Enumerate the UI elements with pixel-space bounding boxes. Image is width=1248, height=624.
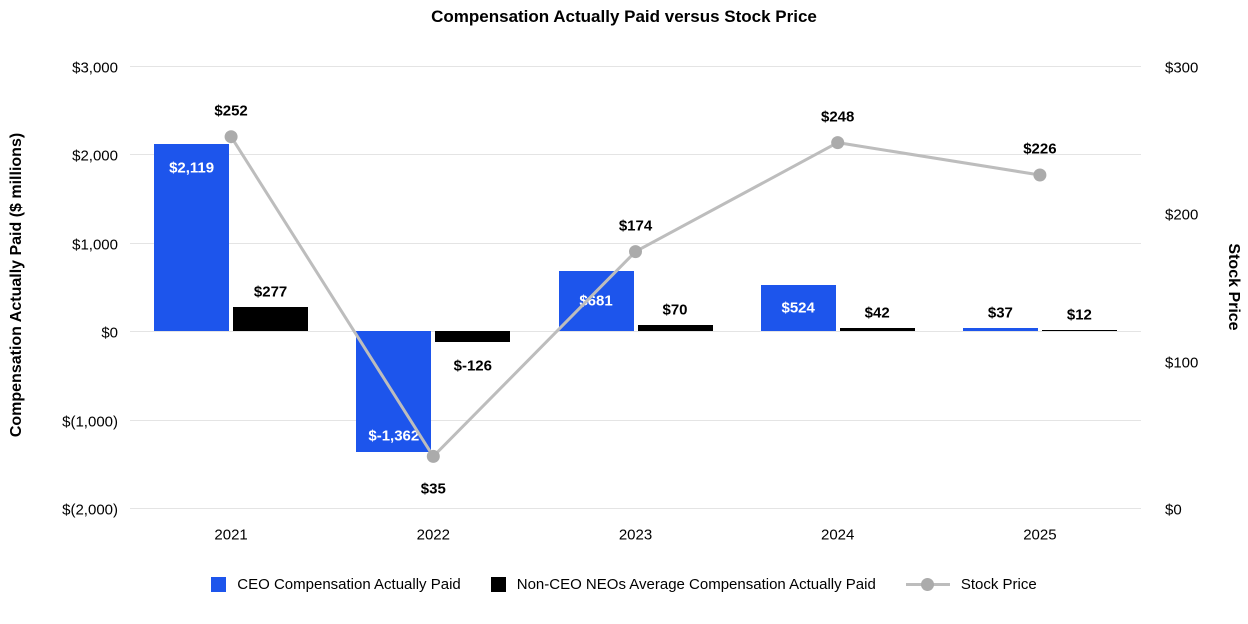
legend-label: Stock Price [960, 576, 1037, 593]
left-axis-title: Compensation Actually Paid ($ millions) [8, 132, 25, 438]
legend-swatch-nonceo [490, 577, 506, 592]
x-axis-label-2023: 2023 [618, 526, 653, 544]
gridline [130, 508, 1141, 509]
bar-value-label: $70 [662, 301, 688, 319]
stock-price-label: $226 [1023, 140, 1057, 158]
legend-item-ceo: CEO Compensation Actually Paid [211, 576, 461, 593]
legend-line-point [920, 578, 934, 591]
legend-item-stock-price: Stock Price [905, 576, 1037, 593]
right-axis-tick-label: $0 [1165, 501, 1182, 519]
stock-price-label: $35 [420, 480, 446, 498]
x-axis-label-2025: 2025 [1023, 526, 1057, 544]
left-axis-tick-label: $(2,000) [62, 501, 118, 519]
legend-label: Non-CEO NEOs Average Compensation Actual… [516, 576, 876, 593]
gridline [130, 154, 1141, 156]
left-axis-tick-label: $(1,000) [62, 413, 118, 431]
stock-price-point-2021 [224, 130, 238, 144]
bar-nonceo-2024 [839, 327, 915, 332]
gridline [130, 419, 1141, 421]
right-axis-tick-label: $300 [1165, 59, 1199, 77]
bar-nonceo-2021 [233, 306, 309, 332]
bar-nonceo-2023 [637, 325, 713, 332]
bar-ceo-2021 [154, 143, 230, 332]
left-axis-tick-label: $1,000 [72, 236, 118, 254]
legend-label: CEO Compensation Actually Paid [237, 576, 461, 593]
bar-nonceo-2025 [1041, 330, 1117, 332]
right-axis-tick-label: $200 [1165, 206, 1199, 224]
gridline [130, 66, 1141, 67]
bar-value-label: $42 [864, 304, 890, 321]
gridline [130, 242, 1141, 244]
right-axis-title: Stock Price [1225, 243, 1242, 331]
stock-price-line [229, 135, 1041, 459]
legend-item-nonceo: Non-CEO NEOs Average Compensation Actual… [490, 576, 876, 593]
x-axis-label-2022: 2022 [416, 526, 450, 544]
bar-value-label: $37 [987, 304, 1013, 322]
bar-value-label: $12 [1066, 306, 1092, 324]
stock-price-point-2023 [629, 245, 642, 259]
stock-price-point-2025 [1033, 168, 1047, 182]
bar-value-label: $524 [781, 299, 815, 317]
stock-price-label: $174 [618, 217, 653, 235]
bar-value-label: $2,119 [169, 159, 215, 177]
bar-value-label: $-1,362 [368, 427, 420, 445]
bar-value-label: $277 [253, 283, 288, 301]
right-axis-tick-label: $100 [1165, 354, 1199, 372]
stock-price-point-2022 [426, 449, 440, 463]
stock-price-label: $252 [214, 102, 248, 120]
x-axis-label-2024: 2024 [821, 526, 855, 544]
stock-price-label: $248 [821, 108, 855, 126]
chart-legend: CEO Compensation Actually Paid Non-CEO NE… [0, 576, 1248, 593]
bar-value-label: $681 [579, 292, 613, 310]
left-axis-tick-label: $0 [101, 324, 118, 342]
left-axis-tick-label: $3,000 [72, 59, 118, 77]
left-axis-tick-label: $2,000 [72, 147, 118, 165]
x-axis-label-2021: 2021 [214, 526, 248, 544]
bar-value-label: $-126 [453, 357, 492, 375]
stock-price-point-2024 [831, 136, 845, 150]
bar-nonceo-2022 [435, 331, 511, 343]
legend-swatch-ceo [211, 577, 227, 592]
legend-line-dot-glyph [905, 578, 950, 591]
gridline [130, 331, 1141, 333]
bar-ceo-2025 [962, 327, 1038, 332]
chart-title: Compensation Actually Paid versus Stock … [431, 7, 817, 26]
